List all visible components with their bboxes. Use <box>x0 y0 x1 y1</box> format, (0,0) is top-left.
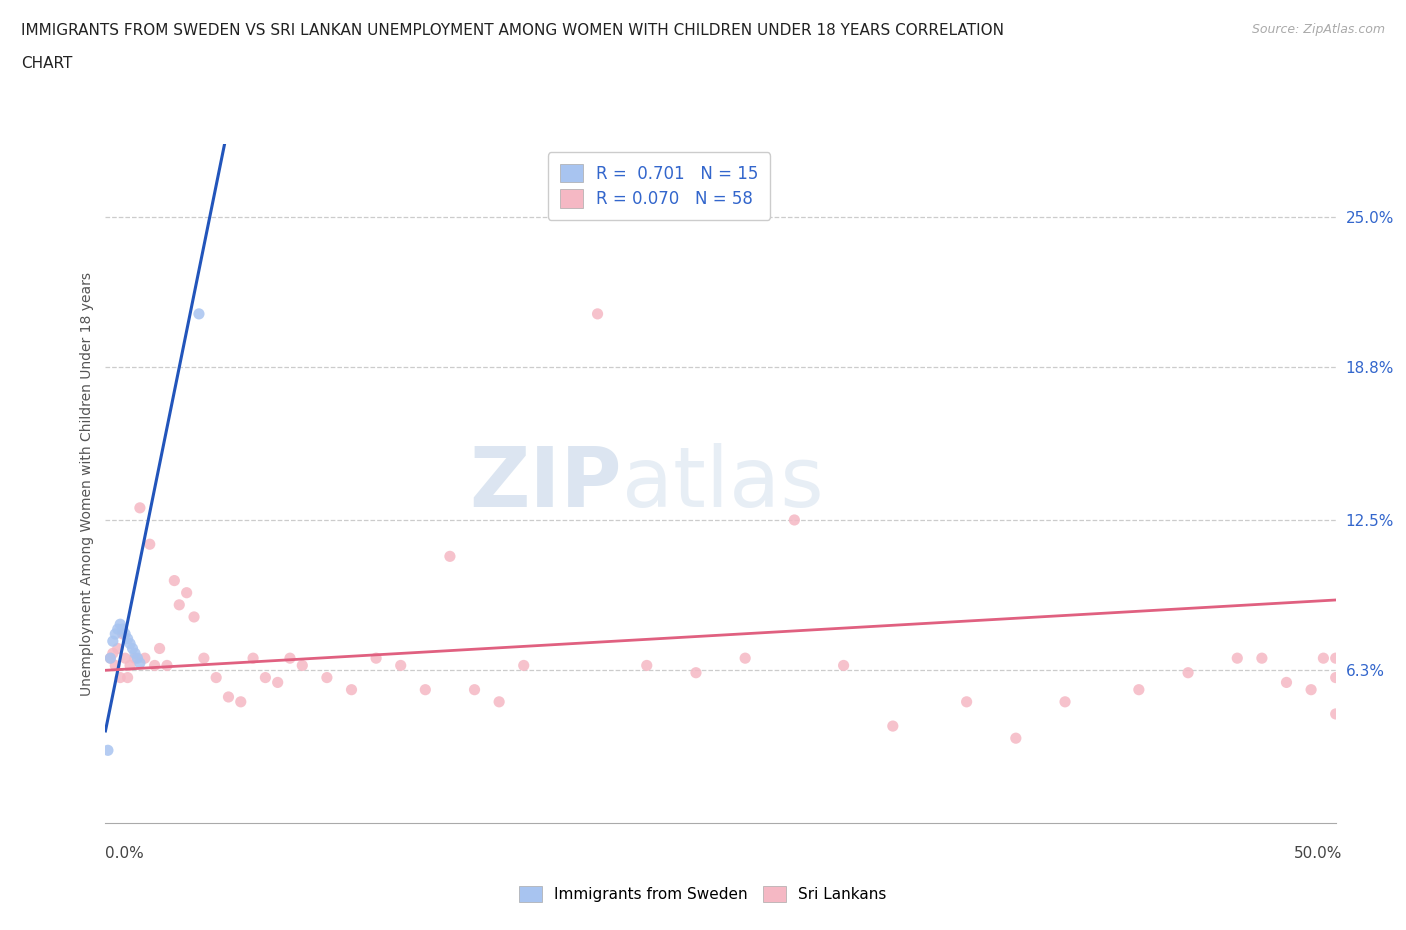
Point <box>205 671 228 685</box>
Point <box>107 641 129 656</box>
Point <box>513 658 536 673</box>
Point <box>1301 683 1323 698</box>
Point <box>783 512 806 527</box>
Point <box>586 307 609 322</box>
Point <box>138 537 162 551</box>
Point <box>156 658 179 673</box>
Point <box>117 671 139 685</box>
Point <box>114 651 136 666</box>
Point <box>1251 651 1274 666</box>
Text: ZIP: ZIP <box>470 443 621 525</box>
Point <box>415 683 437 698</box>
Point <box>1275 675 1298 690</box>
Point <box>104 658 127 673</box>
Point <box>120 636 141 651</box>
Point <box>97 743 120 758</box>
Point <box>124 646 146 661</box>
Point <box>1054 695 1077 710</box>
Point <box>832 658 855 673</box>
Point <box>1177 665 1199 680</box>
Point <box>101 646 124 661</box>
Point <box>98 651 122 666</box>
Point <box>111 621 134 636</box>
Point <box>104 627 127 642</box>
Point <box>254 671 277 685</box>
Point <box>1324 651 1347 666</box>
Point <box>1312 651 1334 666</box>
Point <box>111 627 134 642</box>
Point <box>340 683 363 698</box>
Point <box>117 631 139 646</box>
Point <box>183 609 205 624</box>
Point <box>129 656 152 671</box>
Text: Source: ZipAtlas.com: Source: ZipAtlas.com <box>1251 23 1385 36</box>
Point <box>685 665 707 680</box>
Point <box>734 651 756 666</box>
Point <box>389 658 412 673</box>
Point <box>163 573 186 588</box>
Y-axis label: Unemployment Among Women with Children Under 18 years: Unemployment Among Women with Children U… <box>80 272 94 696</box>
Point <box>124 651 146 666</box>
Point <box>956 695 979 710</box>
Legend: R =  0.701   N = 15, R = 0.070   N = 58: R = 0.701 N = 15, R = 0.070 N = 58 <box>548 153 770 219</box>
Point <box>366 651 388 666</box>
Point <box>188 307 211 322</box>
Point <box>636 658 658 673</box>
Point <box>120 658 141 673</box>
Point <box>291 658 314 673</box>
Text: 0.0%: 0.0% <box>105 846 145 861</box>
Text: IMMIGRANTS FROM SWEDEN VS SRI LANKAN UNEMPLOYMENT AMONG WOMEN WITH CHILDREN UNDE: IMMIGRANTS FROM SWEDEN VS SRI LANKAN UNE… <box>21 23 1004 38</box>
Point <box>218 689 240 704</box>
Text: atlas: atlas <box>621 443 824 525</box>
Point <box>121 641 143 656</box>
Point <box>176 585 198 600</box>
Point <box>1324 671 1347 685</box>
Point <box>439 549 461 564</box>
Point <box>114 627 136 642</box>
Point <box>127 651 149 666</box>
Point <box>101 633 124 648</box>
Point <box>882 719 904 734</box>
Point <box>107 621 129 636</box>
Point <box>149 641 172 656</box>
Legend: Immigrants from Sweden, Sri Lankans: Immigrants from Sweden, Sri Lankans <box>513 880 893 909</box>
Point <box>143 658 166 673</box>
Point <box>488 695 510 710</box>
Point <box>267 675 290 690</box>
Point <box>98 651 122 666</box>
Point <box>1324 707 1347 722</box>
Text: CHART: CHART <box>21 56 73 71</box>
Point <box>129 500 152 515</box>
Point <box>110 671 132 685</box>
Point <box>229 695 252 710</box>
Point <box>242 651 264 666</box>
Point <box>110 617 132 631</box>
Point <box>193 651 215 666</box>
Text: 50.0%: 50.0% <box>1295 846 1343 861</box>
Point <box>1004 731 1026 746</box>
Point <box>169 597 191 612</box>
Point <box>1226 651 1249 666</box>
Point <box>1128 683 1150 698</box>
Point <box>278 651 301 666</box>
Point <box>464 683 486 698</box>
Point <box>315 671 337 685</box>
Point <box>134 651 156 666</box>
